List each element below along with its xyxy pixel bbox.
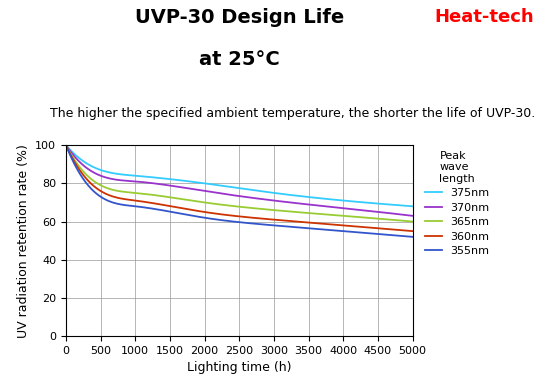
370nm bbox=[63, 143, 69, 147]
Line: 365nm: 365nm bbox=[66, 145, 412, 222]
365nm bbox=[409, 219, 416, 224]
Line: 370nm: 370nm bbox=[66, 145, 412, 216]
360nm bbox=[63, 143, 69, 147]
360nm bbox=[409, 229, 416, 233]
Text: The higher the specified ambient temperature, the shorter the life of UVP-30.: The higher the specified ambient tempera… bbox=[50, 107, 535, 120]
355nm bbox=[333, 228, 339, 233]
375nm bbox=[301, 194, 307, 199]
365nm bbox=[339, 214, 346, 218]
365nm bbox=[203, 201, 210, 205]
365nm bbox=[98, 183, 104, 188]
365nm bbox=[301, 210, 307, 215]
375nm bbox=[333, 197, 339, 202]
370nm bbox=[339, 206, 346, 210]
X-axis label: Lighting time (h): Lighting time (h) bbox=[187, 361, 292, 374]
Line: 360nm: 360nm bbox=[66, 145, 412, 231]
360nm bbox=[333, 223, 339, 227]
365nm bbox=[63, 143, 69, 147]
355nm bbox=[203, 216, 210, 220]
355nm bbox=[409, 235, 416, 239]
Line: 375nm: 375nm bbox=[66, 145, 412, 206]
370nm bbox=[215, 191, 222, 196]
355nm bbox=[63, 143, 69, 147]
355nm bbox=[98, 195, 104, 199]
355nm bbox=[339, 229, 346, 233]
Text: Heat-tech: Heat-tech bbox=[434, 8, 534, 26]
355nm bbox=[215, 217, 222, 222]
375nm bbox=[339, 198, 346, 203]
370nm bbox=[409, 214, 416, 218]
Legend: 375nm, 370nm, 365nm, 360nm, 355nm: 375nm, 370nm, 365nm, 360nm, 355nm bbox=[425, 151, 490, 256]
365nm bbox=[333, 213, 339, 218]
365nm bbox=[215, 202, 222, 207]
370nm bbox=[301, 202, 307, 206]
375nm bbox=[203, 181, 210, 186]
360nm bbox=[301, 220, 307, 225]
375nm bbox=[63, 143, 69, 147]
360nm bbox=[203, 210, 210, 215]
370nm bbox=[98, 174, 104, 178]
370nm bbox=[333, 205, 339, 210]
370nm bbox=[203, 189, 210, 194]
Text: UVP-30 Design Life: UVP-30 Design Life bbox=[135, 8, 344, 27]
375nm bbox=[409, 204, 416, 209]
Line: 355nm: 355nm bbox=[66, 145, 412, 237]
360nm bbox=[98, 189, 104, 194]
355nm bbox=[301, 226, 307, 230]
Text: at 25°C: at 25°C bbox=[199, 50, 279, 69]
375nm bbox=[215, 183, 222, 188]
Y-axis label: UV radiation retention rate (%): UV radiation retention rate (%) bbox=[16, 144, 30, 338]
360nm bbox=[339, 223, 346, 228]
360nm bbox=[215, 212, 222, 216]
375nm bbox=[98, 168, 104, 173]
